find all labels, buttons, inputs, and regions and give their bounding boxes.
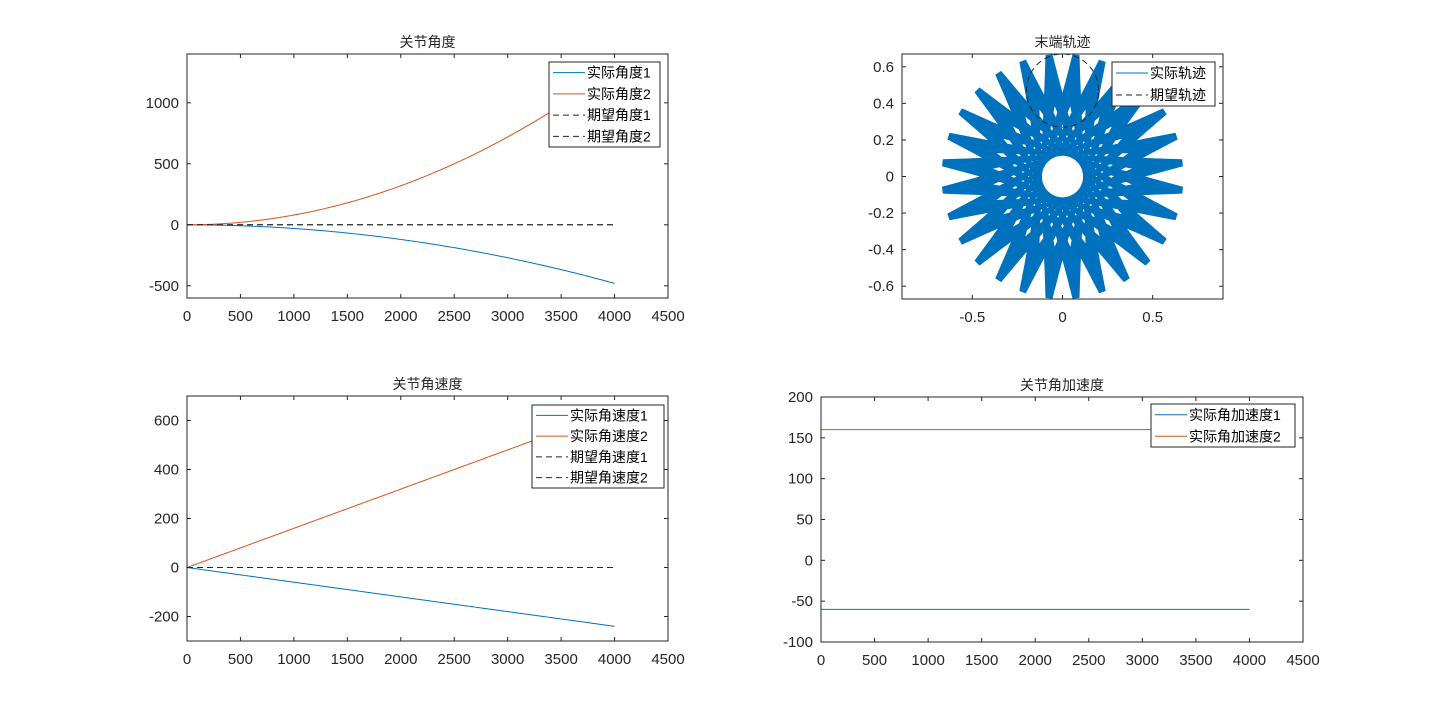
y-tick-label: 0: [171, 217, 179, 234]
x-tick-label: 2000: [384, 651, 417, 668]
x-tick-label: 0: [817, 652, 825, 669]
legend-label: 期望角度1: [587, 107, 651, 123]
y-tick-label: 0.6: [873, 59, 894, 76]
x-tick-label: 4000: [598, 651, 631, 668]
legend-label: 实际角速度1: [570, 407, 648, 423]
y-tick-label: 600: [154, 413, 179, 430]
chart-joint-angular-velocity: 0 500 1000 1500 2000 2500 3000 3500 4000 4500-200…: [149, 376, 685, 668]
x-tick-label: -0.5: [959, 309, 985, 326]
y-tick-label: 200: [154, 511, 179, 528]
legend: 实际角度1 实际角度2 期望角度1 期望角度2: [548, 61, 661, 148]
x-tick-label: 1500: [331, 308, 364, 325]
x-tick-label: 2500: [438, 651, 471, 668]
x-tick-label: 3500: [544, 308, 577, 325]
series-line: [821, 560, 1250, 610]
chart-joint-angular-acceleration: 0 500 1000 1500 2000 2500 3000 3500 4000 4500-100…: [783, 377, 1320, 669]
y-tick-label: 50: [796, 512, 813, 529]
y-tick-label: -200: [149, 609, 179, 626]
x-tick-label: 1500: [331, 651, 364, 668]
legend-label: 实际角加速度2: [1189, 428, 1281, 444]
x-tick-label: 1500: [965, 652, 998, 669]
x-tick-label: 4000: [598, 308, 631, 325]
chart-title: 关节角加速度: [1020, 377, 1104, 393]
x-tick-label: 500: [228, 308, 253, 325]
series-line: [1025, 54, 1100, 128]
chart-end-effector-trajectory: -0.5 0 0.5 -0.6 -0.4 -0.2 0 0.2 0.4 0.6 末端轨迹实际轨迹期望…: [868, 34, 1224, 326]
y-tick-label: 1000: [146, 95, 179, 112]
x-tick-label: 0: [1058, 309, 1066, 326]
x-tick-label: 0: [183, 308, 191, 325]
y-tick-label: 100: [788, 471, 813, 488]
x-tick-label: 3500: [1179, 652, 1212, 669]
y-tick-label: 500: [154, 156, 179, 173]
x-tick-label: 500: [862, 652, 887, 669]
x-tick-label: 3000: [491, 308, 524, 325]
x-tick-label: 3500: [544, 651, 577, 668]
x-tick-label: 1000: [911, 652, 944, 669]
y-tick-label: -50: [791, 593, 813, 610]
x-tick-label: 0.5: [1142, 309, 1163, 326]
legend-label: 实际角加速度1: [1189, 407, 1281, 423]
chart-title: 关节角速度: [393, 376, 463, 392]
y-tick-label: 0.4: [873, 95, 894, 112]
series-line: [187, 224, 615, 284]
x-tick-label: 500: [228, 651, 253, 668]
y-tick-label: 0: [171, 560, 179, 577]
legend: 实际角速度1 实际角速度2 期望角速度1 期望角速度2: [531, 404, 665, 489]
legend-label: 实际角度2: [587, 86, 651, 102]
legend-label: 期望轨迹: [1150, 87, 1206, 103]
legend: 实际角加速度1 实际角加速度2: [1150, 403, 1296, 448]
y-tick-label: 0: [886, 169, 894, 186]
x-tick-label: 2500: [1072, 652, 1105, 669]
series-line: [187, 68, 615, 226]
y-tick-label: -0.6: [868, 278, 894, 295]
legend-label: 期望角速度2: [570, 470, 648, 486]
legend-label: 实际角度1: [587, 65, 651, 81]
x-tick-label: 4500: [651, 651, 684, 668]
axes-box: [186, 53, 669, 299]
y-tick-label: -100: [783, 634, 813, 651]
legend-label: 期望角度2: [587, 128, 651, 144]
x-tick-label: 2000: [384, 308, 417, 325]
x-tick-label: 4500: [1286, 652, 1319, 669]
x-tick-label: 2000: [1019, 652, 1052, 669]
series-line: [941, 54, 1184, 299]
series-group: [187, 68, 615, 284]
x-tick-label: 3000: [491, 651, 524, 668]
y-tick-label: 0.2: [873, 132, 894, 149]
y-tick-label: -0.2: [868, 205, 894, 222]
y-tick-label: 200: [788, 389, 813, 406]
x-tick-label: 3000: [1126, 652, 1159, 669]
series-line: [821, 429, 1250, 561]
y-tick-label: 0: [805, 552, 813, 569]
x-tick-label: 4000: [1233, 652, 1266, 669]
chart-joint-angle: 0 500 1000 1500 2000 2500 3000 3500 4000 4500 -500…: [146, 34, 685, 325]
x-tick-label: 1000: [277, 308, 310, 325]
series-group: [821, 429, 1250, 610]
legend-label: 实际角速度2: [570, 428, 648, 444]
x-tick-label: 4500: [651, 308, 684, 325]
y-tick-label: 400: [154, 462, 179, 479]
y-tick-label: -0.4: [868, 242, 894, 259]
series-group: [941, 54, 1184, 299]
legend-label: 实际轨迹: [1150, 65, 1206, 81]
y-tick-label: 150: [788, 430, 813, 447]
chart-title: 末端轨迹: [1035, 34, 1091, 50]
x-tick-label: 2500: [438, 308, 471, 325]
legend-label: 期望角速度1: [570, 449, 648, 465]
y-tick-label: -500: [149, 278, 179, 295]
series-line: [187, 567, 615, 627]
x-tick-label: 1000: [277, 651, 310, 668]
x-tick-label: 0: [183, 651, 191, 668]
chart-title: 关节角度: [400, 34, 456, 50]
